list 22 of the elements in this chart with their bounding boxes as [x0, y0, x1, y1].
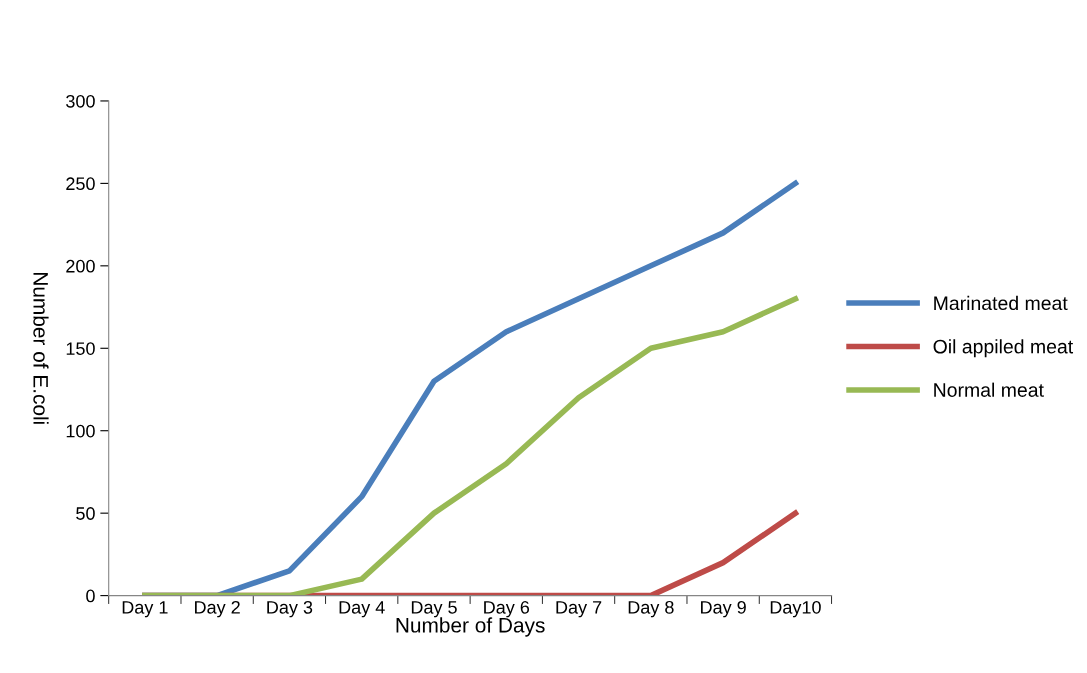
x-tick-label: Day 2	[195, 600, 240, 618]
y-tick-label: 300	[66, 94, 95, 108]
x-tick-label: Day 8	[628, 600, 674, 618]
y-tick-label: 150	[66, 342, 95, 355]
x-tick-label: Day 1	[122, 601, 168, 618]
y-tick-label: 100	[66, 424, 95, 438]
y-tick-label: 200	[66, 259, 95, 273]
x-tick-label: Day 4	[339, 601, 385, 618]
x-tick-label: Day 5	[411, 601, 457, 618]
legend-label: Oil appiled meat	[933, 339, 1074, 358]
y-tick-label: 250	[66, 177, 95, 191]
legend-label: Marinated meat	[934, 295, 1068, 311]
x-tick-label: Day10	[770, 600, 821, 618]
y-axis-title: Number of E.coli	[33, 272, 49, 424]
x-tick-label: Day 7	[556, 601, 602, 618]
x-axis-title: Number of Days	[396, 617, 545, 637]
y-tick-label: 0	[86, 589, 95, 603]
x-tick-label: Day 6	[484, 600, 530, 618]
x-tick-label: Day 9	[701, 600, 746, 618]
x-tick-label: Day 3	[267, 600, 313, 618]
y-tick-label: 50	[76, 507, 95, 520]
legend-label: Normal meat	[934, 382, 1044, 397]
